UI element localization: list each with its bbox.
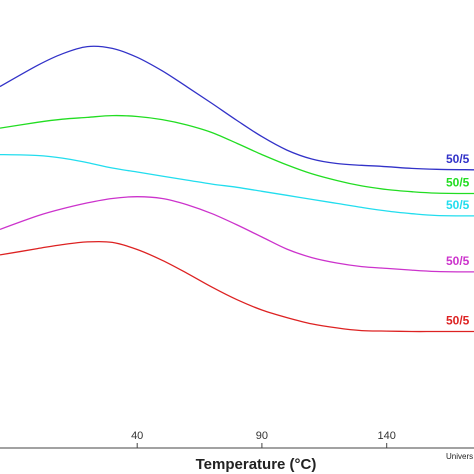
series-label-layer: 50/5 50/5 50/5 50/5 50/5 <box>446 152 470 328</box>
x-tick-label: 40 <box>131 430 143 442</box>
series-label-2: 50/5 <box>446 176 470 190</box>
series-label-4: 50/5 <box>446 254 470 268</box>
series-label-1: 50/5 <box>446 152 470 166</box>
series-line-4 <box>0 196 474 273</box>
x-tick-label: 140 <box>378 430 396 442</box>
tick-layer: 40 90 140 <box>131 430 396 448</box>
x-tick-label: 90 <box>256 430 268 442</box>
series-label-5: 50/5 <box>446 314 470 328</box>
series-line-1 <box>0 45 474 171</box>
series-line-3 <box>0 153 474 217</box>
x-axis-title: Temperature (°C) <box>196 456 317 473</box>
watermark-text: Univers <box>446 452 473 461</box>
series-line-2 <box>0 114 474 195</box>
series-label-3: 50/5 <box>446 198 470 212</box>
series-line-5 <box>0 240 474 333</box>
series-layer <box>0 45 474 333</box>
